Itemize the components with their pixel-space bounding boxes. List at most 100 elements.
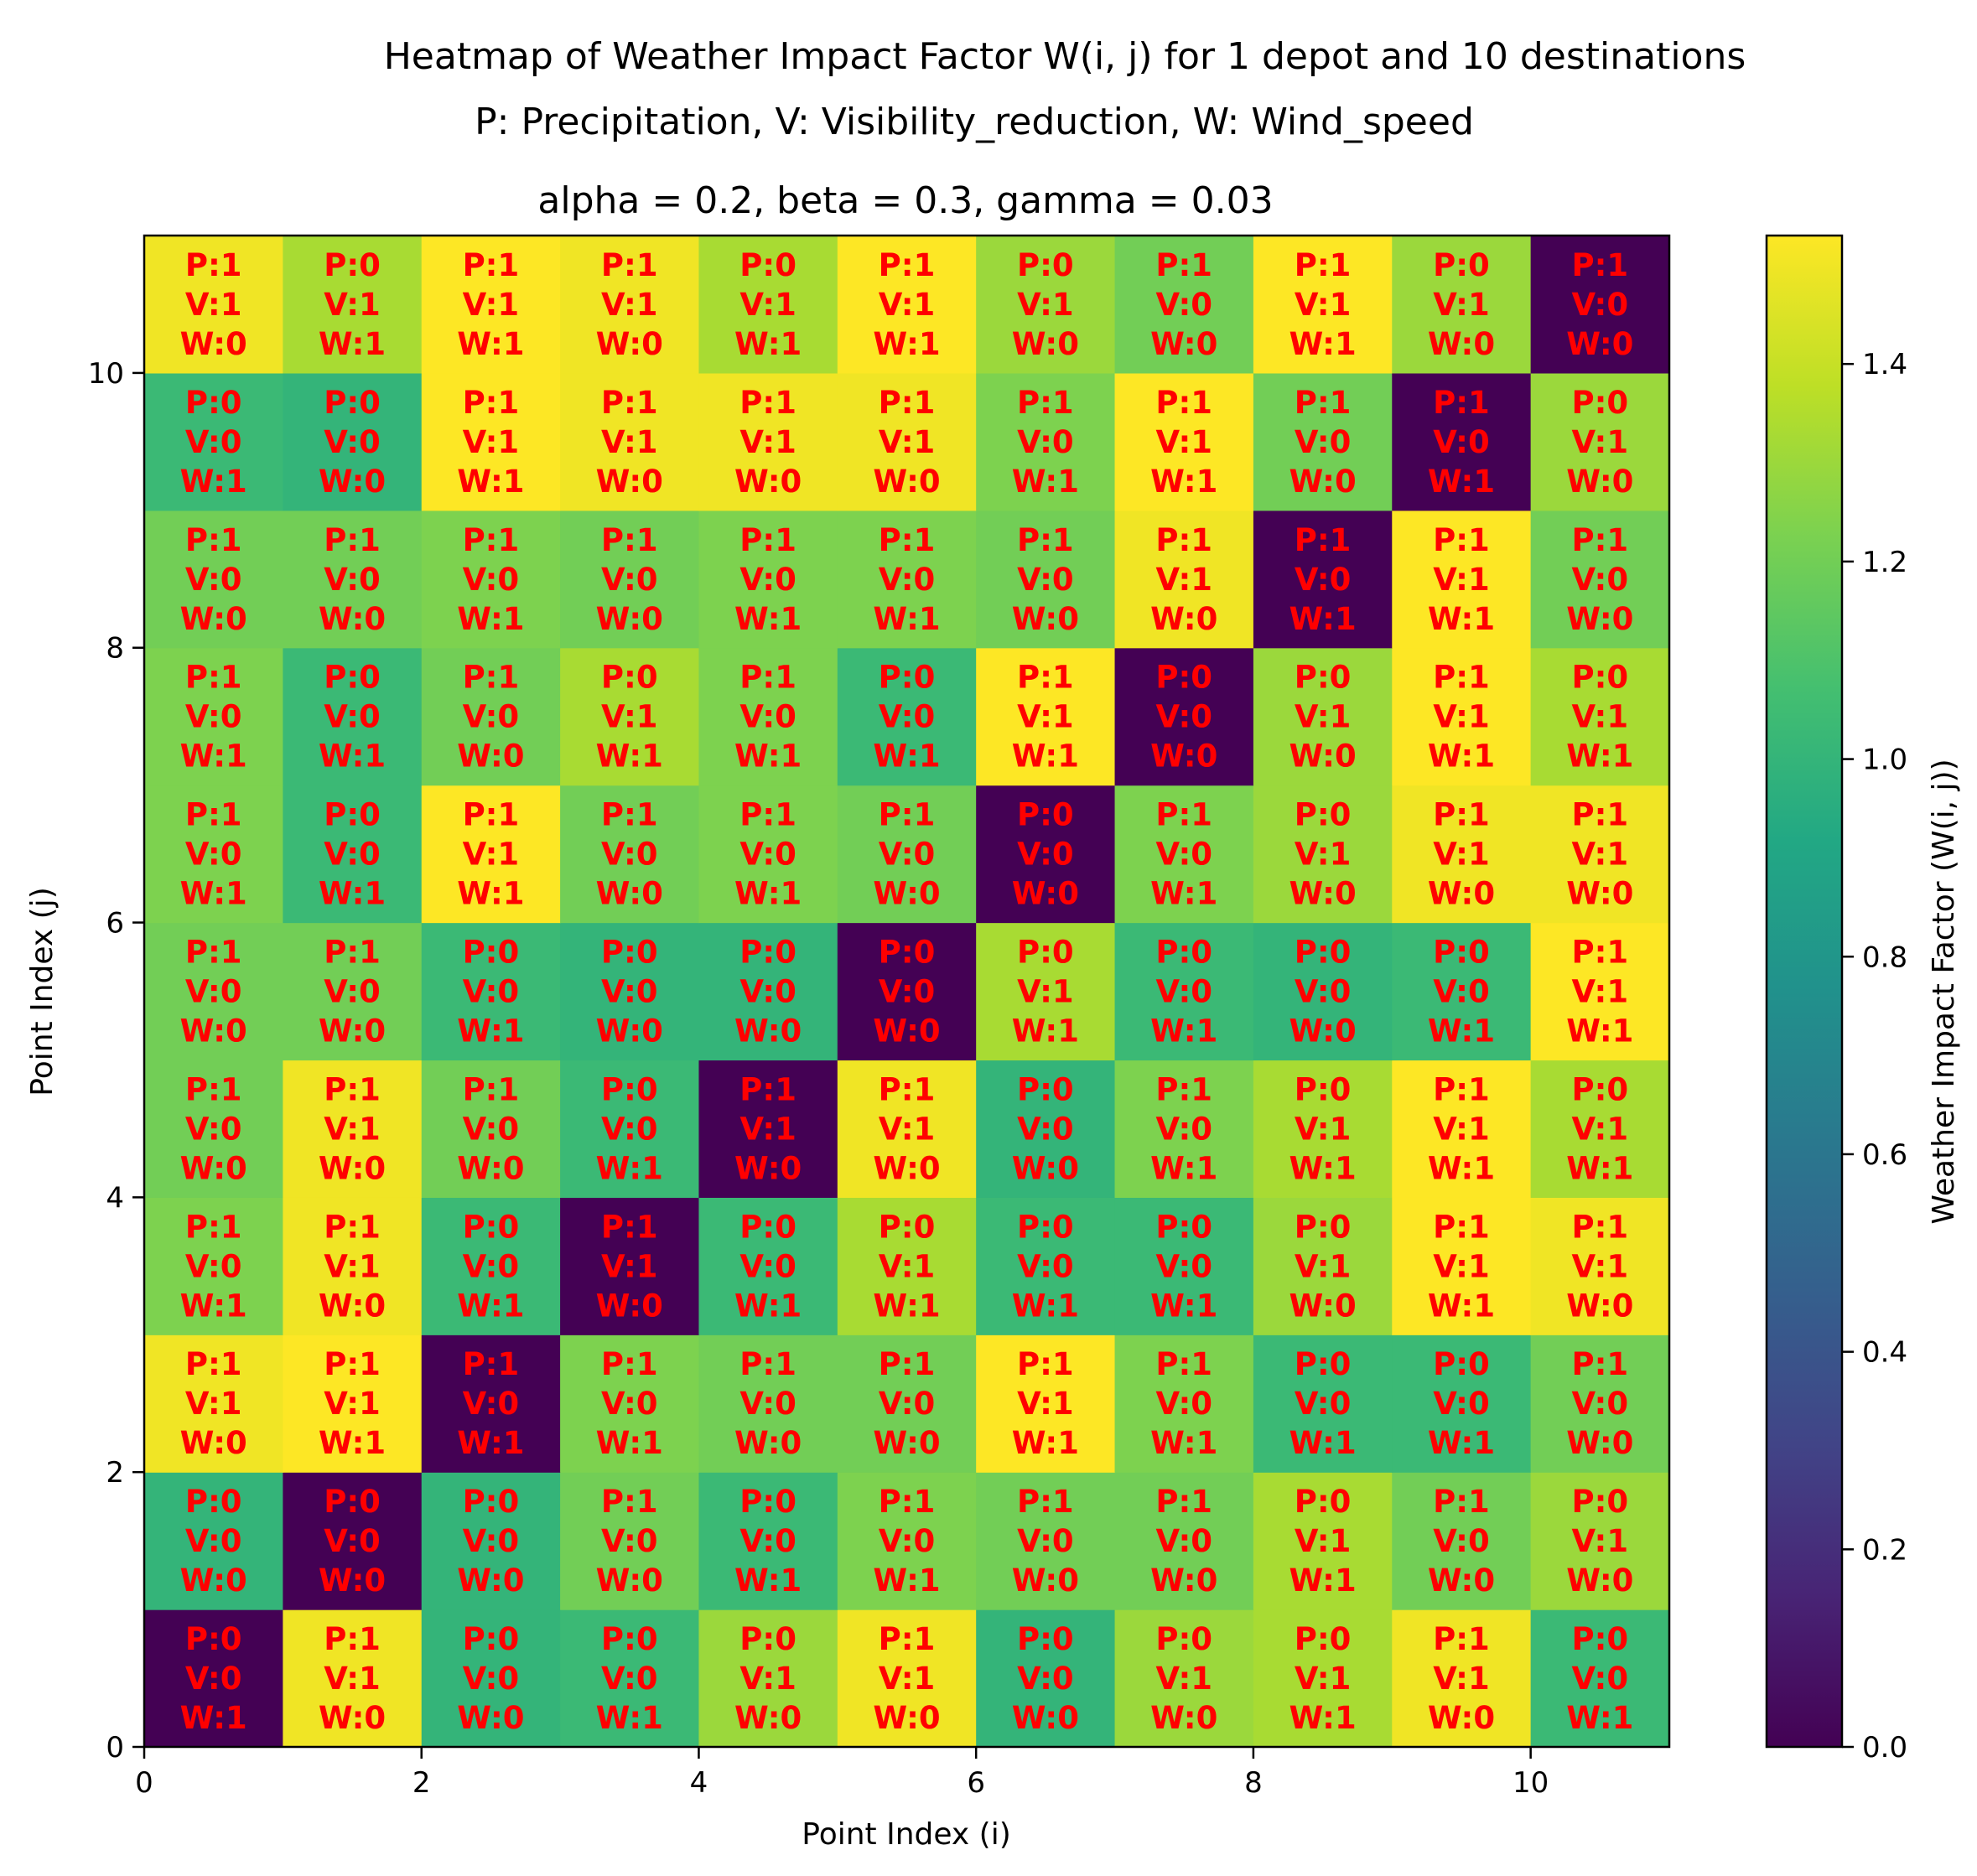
cell-label-1-4-p: P:1: [324, 1071, 381, 1107]
cell-label-7-7-v: V:0: [1155, 699, 1212, 735]
cell-label-9-2-p: P:0: [1433, 1346, 1490, 1382]
cell-label-1-5-v: V:0: [324, 974, 381, 1010]
cell-label-7-10-p: P:1: [1155, 247, 1212, 283]
cell-label-10-1-v: V:1: [1572, 1523, 1629, 1559]
cell-label-3-5-p: P:0: [601, 935, 658, 971]
cell-label-3-3-v: V:1: [601, 1248, 658, 1284]
cell-label-6-7-p: P:1: [1017, 660, 1074, 696]
heatmap-cell-7-4: [1114, 1060, 1254, 1198]
cell-label-2-9-w: W:1: [457, 464, 524, 500]
cell-label-5-9-v: V:1: [879, 424, 936, 460]
cell-label-9-4-v: V:1: [1433, 1111, 1490, 1147]
cell-label-6-3-v: V:0: [1017, 1248, 1074, 1284]
cell-label-0-5-p: P:1: [185, 935, 242, 971]
cell-label-9-3-v: V:1: [1433, 1248, 1490, 1284]
heatmap-cell-9-0: [1392, 1609, 1532, 1748]
cell-label-10-5-w: W:1: [1566, 1013, 1633, 1049]
heatmap-cell-4-5: [698, 922, 838, 1061]
cell-label-10-8-p: P:1: [1571, 522, 1628, 558]
cell-label-4-4-p: P:1: [739, 1071, 797, 1107]
cell-label-10-3-v: V:1: [1572, 1248, 1629, 1284]
cell-label-1-2-p: P:1: [324, 1346, 381, 1382]
cell-label-7-7-w: W:0: [1150, 738, 1217, 775]
heatmap-cell-0-2: [144, 1334, 283, 1473]
cell-label-1-9-w: W:0: [319, 464, 386, 500]
cell-label-5-3-w: W:1: [873, 1288, 940, 1324]
heatmap-cell-2-1: [421, 1472, 561, 1610]
heatmap-cell-8-0: [1253, 1609, 1393, 1748]
cell-label-3-7-w: W:1: [596, 738, 663, 775]
cell-label-10-4-v: V:1: [1572, 1111, 1629, 1147]
cell-label-2-10-w: W:1: [457, 326, 524, 362]
chart-params: alpha = 0.2, beta = 0.3, gamma = 0.03: [537, 179, 1273, 222]
cell-label-10-2-v: V:0: [1572, 1386, 1629, 1422]
cell-label-8-5-w: W:0: [1289, 1013, 1356, 1049]
cell-label-7-2-w: W:1: [1150, 1425, 1217, 1461]
cell-label-6-9-v: V:0: [1017, 424, 1074, 460]
heatmap-cell-1-6: [283, 785, 423, 924]
cell-label-8-4-v: V:1: [1295, 1111, 1352, 1147]
heatmap-cell-8-4: [1253, 1060, 1393, 1198]
cell-label-5-3-p: P:0: [879, 1209, 936, 1245]
cell-label-0-0-w: W:1: [180, 1700, 247, 1736]
heatmap-cell-0-9: [144, 372, 283, 511]
heatmap-cell-5-2: [837, 1334, 977, 1473]
heatmap-cell-10-6: [1530, 785, 1670, 924]
cell-label-4-8-v: V:0: [739, 562, 797, 598]
cell-label-9-8-w: W:1: [1428, 601, 1495, 637]
cell-label-3-0-w: W:1: [596, 1700, 663, 1736]
cell-label-2-10-v: V:1: [463, 287, 520, 323]
cell-label-2-8-v: V:0: [463, 562, 520, 598]
cell-label-6-2-p: P:1: [1017, 1346, 1074, 1382]
cell-label-5-9-p: P:1: [879, 385, 936, 421]
cell-label-8-10-v: V:1: [1295, 287, 1352, 323]
heatmap-cell-1-0: [283, 1609, 423, 1748]
heatmap-cell-9-5: [1392, 922, 1532, 1061]
cell-label-1-10-p: P:0: [324, 247, 381, 283]
cell-label-6-9-w: W:1: [1012, 464, 1079, 500]
colorbar-tick-label: 1.0: [1862, 744, 1907, 777]
cell-label-9-5-p: P:0: [1433, 935, 1490, 971]
cell-label-0-0-p: P:0: [185, 1621, 242, 1657]
heatmap-cell-7-0: [1114, 1609, 1254, 1748]
cell-label-4-2-w: W:0: [734, 1425, 802, 1461]
cell-label-8-9-p: P:1: [1295, 385, 1352, 421]
cell-label-2-6-p: P:1: [463, 797, 520, 833]
cell-label-6-1-v: V:0: [1017, 1523, 1074, 1559]
cell-label-2-10-p: P:1: [463, 247, 520, 283]
heatmap-cell-8-2: [1253, 1334, 1393, 1473]
cell-label-10-3-p: P:1: [1571, 1209, 1628, 1245]
x-tick-label: 8: [1244, 1766, 1263, 1800]
cell-label-6-8-w: W:0: [1012, 601, 1079, 637]
heatmap-cell-6-3: [976, 1197, 1116, 1335]
heatmap-cell-1-1: [283, 1472, 423, 1610]
heatmap-cell-8-7: [1253, 647, 1393, 786]
cell-label-9-9-v: V:0: [1433, 424, 1490, 460]
cell-label-4-1-p: P:0: [739, 1484, 797, 1520]
y-tick-label: 8: [106, 632, 124, 666]
cell-label-3-10-w: W:0: [596, 326, 663, 362]
cell-label-9-10-p: P:0: [1433, 247, 1490, 283]
cell-label-10-3-w: W:0: [1566, 1288, 1633, 1324]
cell-label-7-6-p: P:1: [1155, 797, 1212, 833]
heatmap-cell-5-9: [837, 372, 977, 511]
heatmap-cell-10-8: [1530, 510, 1670, 649]
cell-label-5-8-v: V:0: [879, 562, 936, 598]
cell-label-9-8-p: P:1: [1433, 522, 1490, 558]
cell-label-2-7-v: V:0: [463, 699, 520, 735]
cell-label-0-4-v: V:0: [185, 1111, 242, 1147]
cell-label-10-0-v: V:0: [1572, 1661, 1629, 1697]
cell-label-5-6-w: W:0: [873, 876, 940, 912]
cell-label-5-0-p: P:1: [879, 1621, 936, 1657]
cell-label-5-6-v: V:0: [879, 837, 936, 873]
heatmap-cell-7-7: [1114, 647, 1254, 786]
cell-label-10-0-p: P:0: [1571, 1621, 1628, 1657]
cell-label-3-9-v: V:1: [601, 424, 658, 460]
cell-label-4-9-v: V:1: [739, 424, 797, 460]
heatmap-cell-10-9: [1530, 372, 1670, 511]
cell-label-4-7-v: V:0: [739, 699, 797, 735]
cell-label-0-9-p: P:0: [185, 385, 242, 421]
cell-label-6-1-w: W:0: [1012, 1562, 1079, 1599]
cell-label-4-8-p: P:1: [739, 522, 797, 558]
cell-label-8-5-p: P:0: [1295, 935, 1352, 971]
